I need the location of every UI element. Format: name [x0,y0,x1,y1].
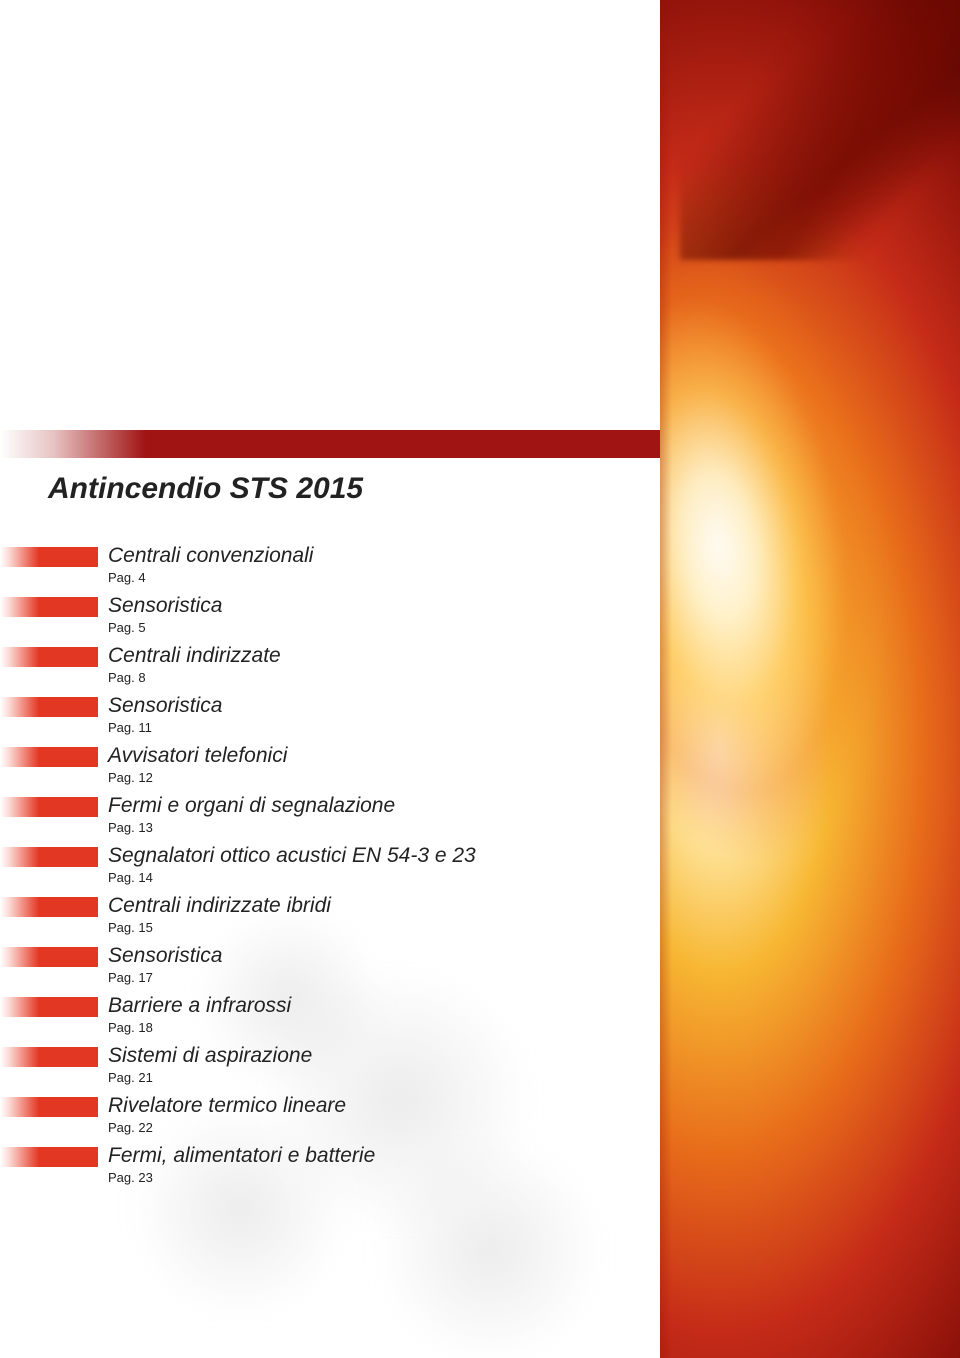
toc-item-page: Pag. 5 [108,620,146,635]
toc-item-title: Sistemi di aspirazione [108,1044,312,1068]
toc-item: Sistemi di aspirazione Pag. 21 [0,1044,560,1094]
toc-item-title: Centrali indirizzate ibridi [108,894,331,918]
toc-item-page: Pag. 4 [108,570,146,585]
toc-item: Fermi, alimentatori e batterie Pag. 23 [0,1144,560,1194]
toc-item-page: Pag. 17 [108,970,153,985]
toc-item-page: Pag. 15 [108,920,153,935]
toc-accent-bar [0,847,98,867]
toc-item-page: Pag. 12 [108,770,153,785]
toc-item: Rivelatore termico lineare Pag. 22 [0,1094,560,1144]
toc-item-page: Pag. 14 [108,870,153,885]
panel-edge-shadow [660,0,672,1358]
toc-accent-bar [0,897,98,917]
toc-item: Segnalatori ottico acustici EN 54-3 e 23… [0,844,560,894]
toc-accent-bar [0,547,98,567]
toc-item: Centrali indirizzate ibridi Pag. 15 [0,894,560,944]
toc-item-title: Fermi, alimentatori e batterie [108,1144,375,1168]
toc-item-title: Centrali convenzionali [108,544,313,568]
toc-item-title: Segnalatori ottico acustici EN 54-3 e 23 [108,844,476,868]
toc-item: Centrali convenzionali Pag. 4 [0,544,560,594]
toc-item-page: Pag. 11 [108,720,152,735]
toc-item-title: Sensoristica [108,944,222,968]
decorative-flame-panel [660,0,960,1358]
toc-accent-bar [0,647,98,667]
toc-accent-bar [0,797,98,817]
toc-item-page: Pag. 23 [108,1170,153,1185]
table-of-contents: Centrali convenzionali Pag. 4 Sensoristica… [0,544,560,1194]
toc-item-page: Pag. 22 [108,1120,153,1135]
toc-item-page: Pag. 8 [108,670,146,685]
toc-item-page: Pag. 21 [108,1070,153,1085]
toc-accent-bar [0,997,98,1017]
toc-item: Sensoristica Pag. 5 [0,594,560,644]
toc-accent-bar [0,1097,98,1117]
toc-item-title: Centrali indirizzate [108,644,281,668]
toc-item-title: Sensoristica [108,594,222,618]
toc-item-title: Sensoristica [108,694,222,718]
toc-accent-bar [0,1147,98,1167]
title-accent-bar [0,430,660,458]
toc-item: Barriere a infrarossi Pag. 18 [0,994,560,1044]
page-title: Antincendio STS 2015 [48,472,363,506]
toc-item: Fermi e organi di segnalazione Pag. 13 [0,794,560,844]
toc-accent-bar [0,597,98,617]
toc-item-page: Pag. 18 [108,1020,153,1035]
toc-item: Sensoristica Pag. 11 [0,694,560,744]
toc-item: Sensoristica Pag. 17 [0,944,560,994]
toc-item-title: Fermi e organi di segnalazione [108,794,395,818]
toc-item: Avvisatori telefonici Pag. 12 [0,744,560,794]
toc-accent-bar [0,697,98,717]
toc-item-title: Barriere a infrarossi [108,994,291,1018]
toc-item-page: Pag. 13 [108,820,153,835]
toc-accent-bar [0,947,98,967]
toc-accent-bar [0,747,98,767]
toc-accent-bar [0,1047,98,1067]
toc-item-title: Rivelatore termico lineare [108,1094,346,1118]
toc-item: Centrali indirizzate Pag. 8 [0,644,560,694]
toc-item-title: Avvisatori telefonici [108,744,287,768]
